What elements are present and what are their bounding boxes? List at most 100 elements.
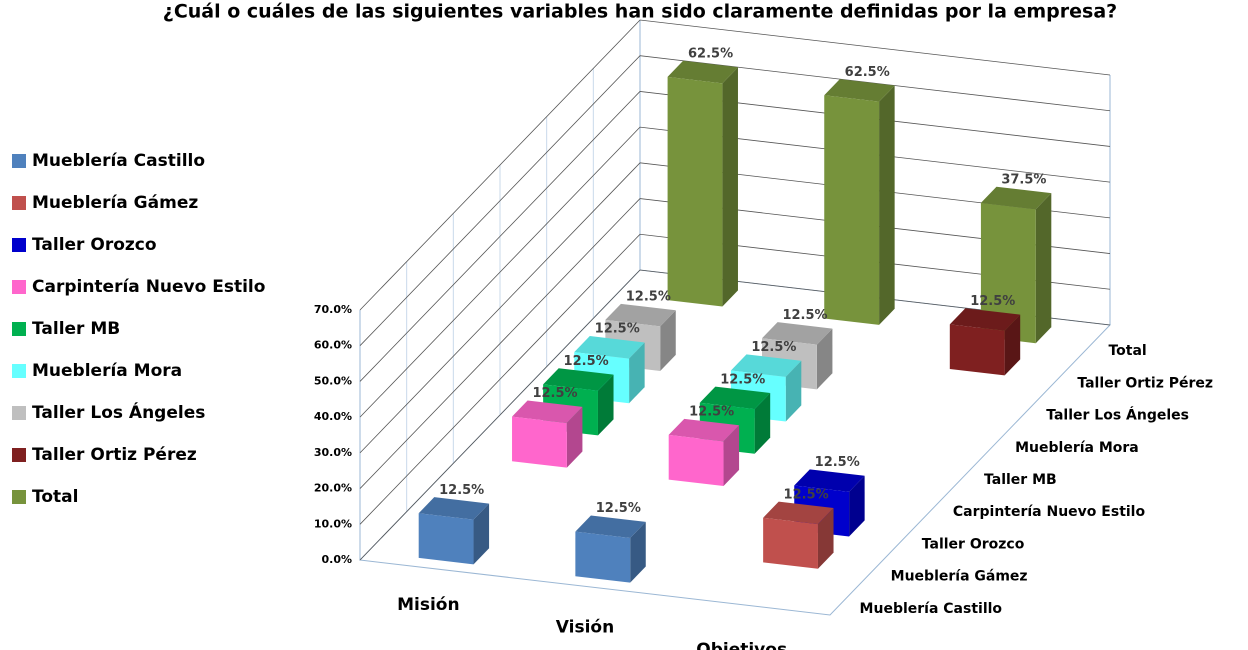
bar-side <box>849 475 865 537</box>
depth-tick-label: Mueblería Gámez <box>891 569 1028 585</box>
bar-side <box>1004 314 1021 376</box>
bar-side <box>722 67 738 307</box>
grid-line <box>359 91 1111 382</box>
grid-line <box>359 19 1111 311</box>
value-label: 12.5% <box>532 386 577 401</box>
legend-swatch <box>12 196 26 210</box>
bar <box>980 186 1052 344</box>
bar-side <box>723 425 740 486</box>
legend-label: Taller Los Ángeles <box>32 401 205 423</box>
depth-tick-label: Taller Orozco <box>922 536 1025 552</box>
x-tick-label: Objetivos <box>696 640 787 650</box>
bar <box>418 497 490 565</box>
bar-side <box>660 310 676 371</box>
bar-side <box>754 393 771 454</box>
bar-top <box>667 60 738 84</box>
value-label: 12.5% <box>564 354 609 369</box>
depth-tick-label: Taller MB <box>984 472 1057 488</box>
y-tick-label: 20.0% <box>314 482 352 495</box>
value-label: 12.5% <box>720 372 765 387</box>
legend-label: Mueblería Castillo <box>32 151 205 171</box>
value-label: 62.5% <box>688 47 733 62</box>
bar <box>668 418 740 486</box>
legend-swatch <box>12 154 26 168</box>
bar <box>763 501 834 569</box>
chart-title: ¿Cuál o cuáles de las siguientes variabl… <box>163 1 1117 23</box>
legend: Mueblería Castillo Mueblería Gámez Taller … <box>12 151 265 507</box>
bar-top <box>949 308 1021 331</box>
bar-side <box>879 85 895 325</box>
bar-front <box>980 202 1036 344</box>
grid-line <box>359 269 1111 561</box>
bar-side <box>816 328 833 390</box>
grid-line <box>359 198 1111 489</box>
legend-label: Carpintería Nuevo Estilo <box>32 277 265 297</box>
bar-side <box>597 374 614 436</box>
grid-line <box>359 233 1111 525</box>
bar-side <box>785 360 802 422</box>
value-label: 12.5% <box>689 405 734 420</box>
legend-swatch <box>12 280 26 294</box>
grid-line <box>359 55 1111 346</box>
y-tick-label: 70.0% <box>314 303 352 316</box>
bar <box>575 515 646 583</box>
value-label: 12.5% <box>782 308 827 323</box>
value-label: 62.5% <box>845 65 890 80</box>
bar-front <box>418 513 474 565</box>
bar-side <box>1035 193 1052 344</box>
depth-tick-label: Mueblería Mora <box>1015 440 1139 456</box>
bar-top <box>730 354 802 377</box>
y-tick-label: 60.0% <box>314 339 352 352</box>
bar-top <box>763 501 834 525</box>
bar <box>949 308 1021 376</box>
bar <box>667 60 738 307</box>
legend-swatch <box>12 322 26 336</box>
bar-top <box>762 322 833 345</box>
bar-front <box>667 76 723 307</box>
legend-swatch <box>12 490 26 504</box>
bar-top <box>512 400 583 424</box>
value-label: 12.5% <box>784 487 829 502</box>
bar-top <box>699 386 771 410</box>
depth-tick-label: Carpintería Nuevo Estilo <box>953 504 1146 520</box>
y-tick-label: 30.0% <box>314 446 352 459</box>
grid-line <box>359 162 1111 454</box>
bar-top <box>543 368 614 391</box>
value-label: 12.5% <box>439 483 484 498</box>
legend-swatch <box>12 448 26 462</box>
bar-top <box>574 336 645 359</box>
depth-tick-label: Total <box>1108 343 1146 359</box>
bar-front <box>668 434 724 486</box>
x-tick-label: Visión <box>556 618 614 638</box>
bar-front <box>763 517 818 569</box>
bar-side <box>566 406 583 468</box>
bar-top <box>605 303 676 327</box>
legend-swatch <box>12 238 26 252</box>
depth-tick-label: Mueblería Castillo <box>860 601 1003 617</box>
bar-front <box>512 416 567 468</box>
legend-swatch <box>12 364 26 378</box>
bar <box>512 400 583 468</box>
bar-side <box>630 521 646 583</box>
bar-top <box>824 79 895 102</box>
value-label: 12.5% <box>751 340 796 355</box>
bar-top <box>668 418 740 442</box>
legend-label: Taller MB <box>32 319 120 339</box>
legend-label: Total <box>32 487 78 507</box>
bar-front <box>575 531 631 583</box>
y-tick-label: 10.0% <box>314 517 352 530</box>
value-label: 37.5% <box>1001 172 1046 187</box>
depth-tick-label: Taller Ortiz Pérez <box>1077 375 1213 391</box>
legend-label: Mueblería Gámez <box>32 193 198 213</box>
bar-top <box>575 515 646 539</box>
bar <box>824 79 895 325</box>
value-label: 12.5% <box>595 322 640 337</box>
bar-top <box>794 469 865 492</box>
depth-tick-label: Taller Los Ángeles <box>1046 407 1189 424</box>
bar-side <box>817 508 834 569</box>
value-label: 12.5% <box>815 455 860 470</box>
x-tick-label: Misión <box>397 595 459 615</box>
bar-front <box>949 324 1005 376</box>
value-label: 12.5% <box>596 501 641 516</box>
value-label: 12.5% <box>626 290 671 305</box>
